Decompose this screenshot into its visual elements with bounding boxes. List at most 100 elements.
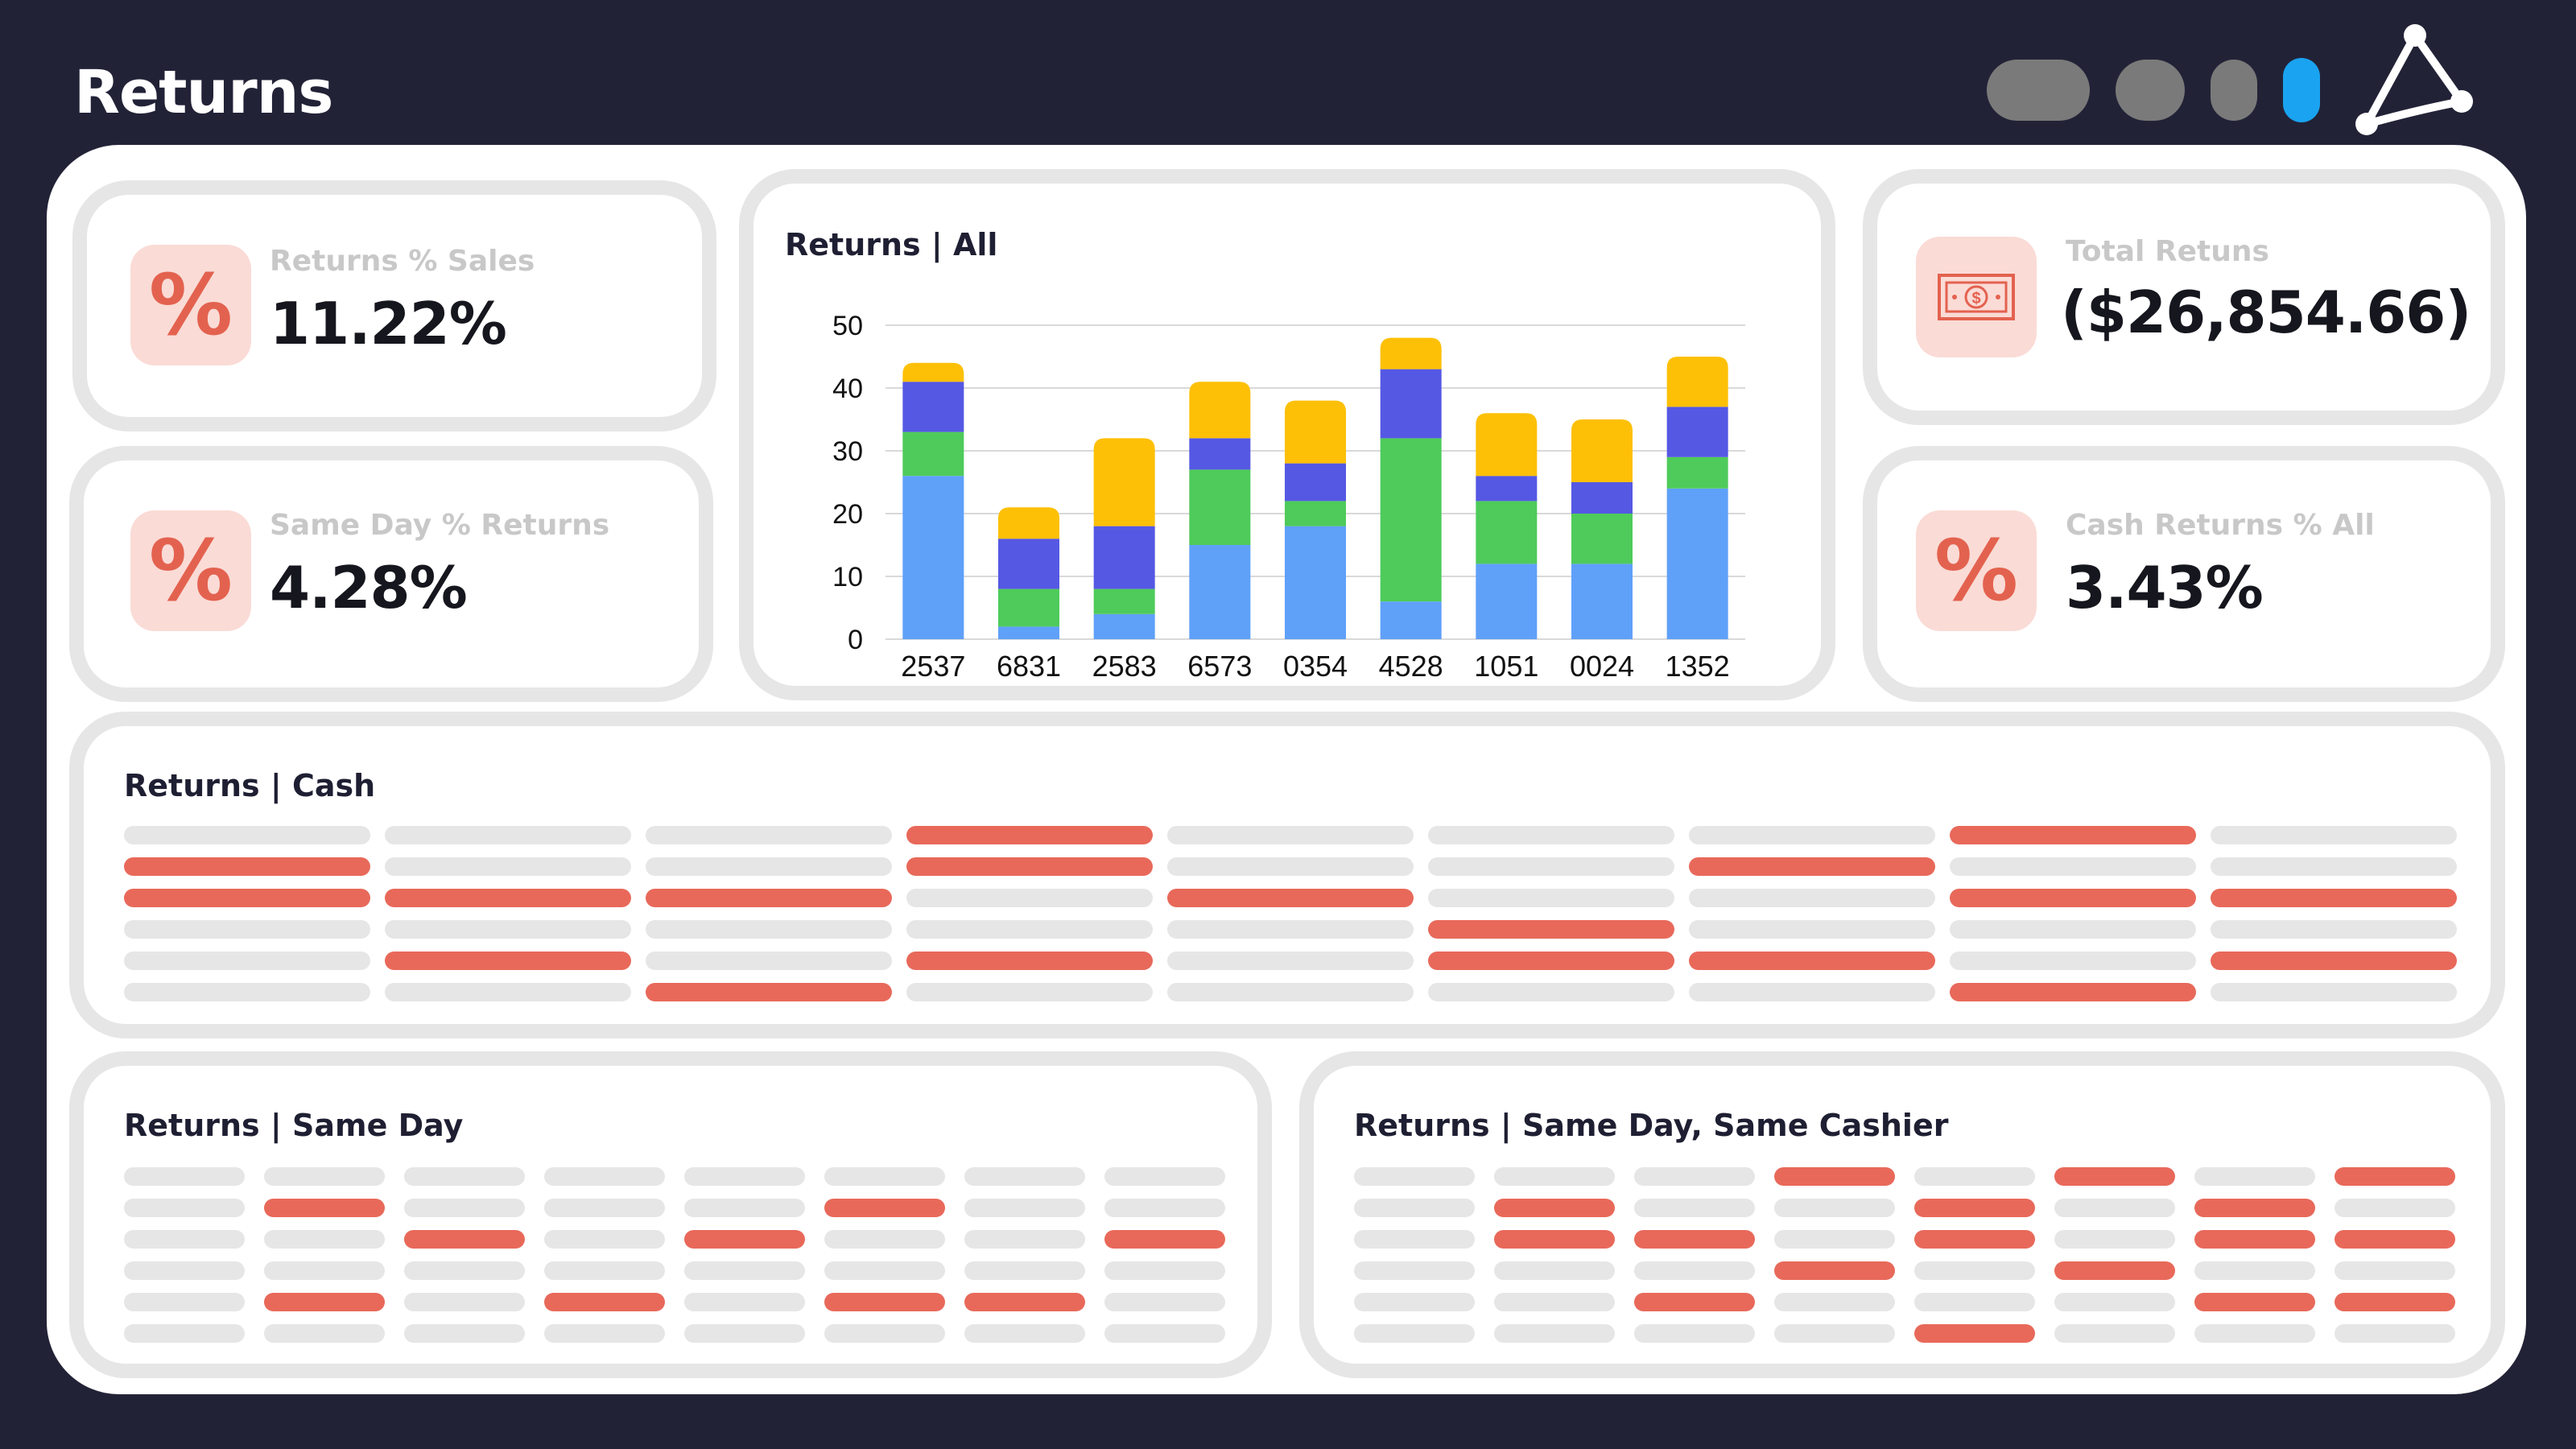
x-tick-label: 0354	[1283, 650, 1348, 683]
table-cell	[824, 1167, 945, 1186]
highlighted-cell	[2054, 1261, 2175, 1280]
table-cell	[544, 1167, 665, 1186]
x-tick-label: 1352	[1666, 650, 1730, 683]
bar-segment[interactable]	[1285, 526, 1346, 639]
y-tick-label: 0	[848, 625, 863, 655]
bar-segment[interactable]	[1380, 337, 1442, 369]
table-cell	[124, 1324, 245, 1343]
bar-segment[interactable]	[1189, 469, 1251, 545]
bar-segment[interactable]	[998, 626, 1059, 639]
table-cell	[1354, 1293, 1475, 1311]
window-control-narrow[interactable]	[2211, 60, 2257, 121]
bar-segment[interactable]	[1476, 413, 1538, 477]
bar-segment[interactable]	[1476, 564, 1538, 639]
table-cell	[824, 1230, 945, 1249]
table-cell	[1104, 1261, 1225, 1280]
bar-segment[interactable]	[1189, 545, 1251, 639]
bar-segment[interactable]	[1476, 476, 1538, 502]
window-control-wide[interactable]	[1987, 60, 2090, 121]
bar-segment[interactable]	[1571, 564, 1633, 639]
bar-segment[interactable]	[1189, 438, 1251, 470]
highlighted-cell	[264, 1199, 385, 1217]
highlighted-cell	[1167, 889, 1414, 907]
bar-segment[interactable]	[1380, 369, 1442, 439]
window-control-active[interactable]	[2283, 58, 2320, 122]
highlighted-cell	[1950, 983, 2196, 1001]
highlighted-cell	[684, 1230, 805, 1249]
bar-segment[interactable]	[1571, 514, 1633, 564]
bar-segment[interactable]	[1571, 419, 1633, 482]
bar-segment[interactable]	[902, 476, 964, 639]
table-cell	[1354, 1324, 1475, 1343]
bar-segment[interactable]	[1093, 588, 1155, 614]
table-cell	[124, 826, 370, 844]
bar-segment[interactable]	[998, 539, 1059, 589]
bar-segment[interactable]	[1189, 382, 1251, 439]
bar-segment[interactable]	[1093, 438, 1155, 526]
percent-icon: %	[1916, 510, 2037, 631]
table-cell	[2211, 920, 2457, 939]
bar-segment[interactable]	[1285, 501, 1346, 526]
table-cell	[1774, 1230, 1895, 1249]
highlighted-cell	[2211, 889, 2457, 907]
dollar-bill-icon: $	[1916, 237, 2037, 357]
bar-segment[interactable]	[1571, 482, 1633, 514]
window-control-round[interactable]	[2116, 60, 2185, 121]
table-cell	[964, 1261, 1085, 1280]
bar-segment[interactable]	[998, 588, 1059, 627]
bar-segment[interactable]	[902, 382, 964, 432]
bar-segment[interactable]	[1476, 501, 1538, 564]
bar-segment[interactable]	[1285, 463, 1346, 502]
table-cell	[1950, 952, 2196, 970]
table-cell	[684, 1199, 805, 1217]
highlighted-cell	[2334, 1293, 2455, 1311]
table-cell	[964, 1167, 1085, 1186]
bar-segment[interactable]	[1093, 526, 1155, 589]
bar-segment[interactable]	[1666, 456, 1728, 489]
table-cell	[646, 857, 892, 876]
table-cell	[1914, 1167, 2035, 1186]
bar-segment[interactable]	[1285, 400, 1346, 464]
returns-all-bar-chart: 0 10 20 30 40 50 2537 6831 2583 6573 0354 4528 1051 0…	[832, 311, 1745, 683]
highlighted-cell	[646, 889, 892, 907]
table-cell	[1167, 952, 1414, 970]
highlighted-cell	[385, 889, 631, 907]
table-cell	[385, 920, 631, 939]
table-cell	[964, 1230, 1085, 1249]
table-cell	[1428, 889, 1674, 907]
highlighted-cell	[1494, 1199, 1615, 1217]
table-cell	[1428, 826, 1674, 844]
bar-segment[interactable]	[1093, 613, 1155, 639]
highlighted-cell	[906, 826, 1153, 844]
table-cell	[1428, 857, 1674, 876]
highlighted-cell	[2211, 952, 2457, 970]
y-tick-label: 10	[832, 562, 863, 592]
table-cell	[124, 920, 370, 939]
highlighted-cell	[1634, 1293, 1755, 1311]
table-cell	[2211, 826, 2457, 844]
panel-title: Returns | Same Day	[124, 1108, 464, 1143]
table-cell	[404, 1293, 525, 1311]
table-cell	[684, 1261, 805, 1280]
table-cell	[1354, 1261, 1475, 1280]
highlighted-cell	[2194, 1199, 2315, 1217]
bar-segment[interactable]	[902, 362, 964, 382]
bar-segment[interactable]	[1666, 407, 1728, 457]
bar-segment[interactable]	[1666, 357, 1728, 407]
table-cell	[2211, 857, 2457, 876]
highlighted-cell	[1950, 889, 2196, 907]
highlighted-cell	[824, 1293, 945, 1311]
bar-segment[interactable]	[902, 431, 964, 477]
kpi-label: Cash Returns % All	[2066, 509, 2375, 542]
bar-segment[interactable]	[998, 507, 1059, 539]
bar-segment[interactable]	[1666, 488, 1728, 639]
table-cell	[906, 889, 1153, 907]
table-cell	[124, 1167, 245, 1186]
bar-segment[interactable]	[1380, 438, 1442, 602]
table-cell	[385, 826, 631, 844]
table-card-returns-same-cashier	[1299, 1051, 2505, 1378]
table-cell	[544, 1261, 665, 1280]
table-cell	[2054, 1293, 2175, 1311]
bar-segment[interactable]	[1380, 601, 1442, 639]
highlighted-cell	[1774, 1167, 1895, 1186]
